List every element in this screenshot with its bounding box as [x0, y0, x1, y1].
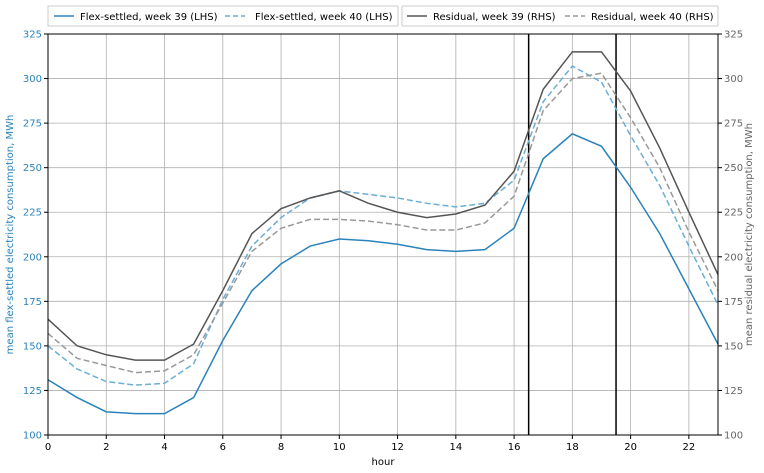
- x-tick-label: 4: [161, 442, 167, 453]
- x-tick-label: 0: [45, 442, 51, 453]
- y-left-tick-label: 325: [23, 30, 42, 41]
- left-y-axis: 100 125 150 175 200 225 250 275 300 325: [23, 30, 48, 442]
- legend-label-resid-wk40: Residual, week 40 (RHS): [591, 12, 714, 23]
- y-left-tick-label: 225: [23, 208, 42, 219]
- x-tick-label: 2: [103, 442, 109, 453]
- y-left-tick-label: 125: [23, 386, 42, 397]
- x-tick-label: 10: [333, 442, 346, 453]
- x-tick-label: 16: [508, 442, 521, 453]
- y-right-tick-label: 150: [724, 341, 743, 352]
- series-line-2: [47, 51, 719, 361]
- x-axis: 0 2 4 6 8 10 12 14 16 18 20 22: [45, 435, 695, 453]
- x-tick-label: 18: [566, 442, 579, 453]
- y-right-tick-label: 125: [724, 386, 743, 397]
- legend-label-flex-wk40: Flex-settled, week 40 (LHS): [255, 12, 393, 23]
- x-tick-label: 14: [449, 442, 462, 453]
- y-left-tick-label: 250: [23, 163, 42, 174]
- series-line-1: [47, 65, 719, 386]
- y-left-tick-label: 200: [23, 252, 42, 263]
- y-right-tick-label: 225: [724, 208, 743, 219]
- y-right-tick-label: 200: [724, 252, 743, 263]
- y-left-tick-label: 175: [23, 297, 42, 308]
- right-y-axis: 100 125 150 175 200 225 250 275 300 325: [718, 30, 743, 442]
- legend-label-resid-wk39: Residual, week 39 (RHS): [433, 12, 556, 23]
- x-tick-label: 8: [278, 442, 284, 453]
- x-tick-label: 22: [683, 442, 696, 453]
- series-line-3: [47, 72, 719, 374]
- y-right-tick-label: 250: [724, 163, 743, 174]
- legend-right: Residual, week 39 (RHS) Residual, week 4…: [401, 5, 719, 27]
- x-tick-label: 6: [220, 442, 226, 453]
- series-lines: [47, 51, 719, 415]
- x-tick-label: 20: [624, 442, 637, 453]
- legend-label-flex-wk39: Flex-settled, week 39 (LHS): [80, 12, 218, 23]
- y-right-tick-label: 325: [724, 30, 743, 41]
- y-left-tick-label: 300: [23, 74, 42, 85]
- y-left-tick-label: 100: [23, 431, 42, 442]
- y-right-tick-label: 100: [724, 431, 743, 442]
- y-right-tick-label: 300: [724, 74, 743, 85]
- right-y-axis-label: mean residual electricity consumption, M…: [744, 123, 755, 346]
- y-right-tick-label: 275: [724, 119, 743, 130]
- series-line-0: [47, 132, 719, 415]
- x-tick-label: 12: [391, 442, 404, 453]
- grid: [47, 33, 718, 436]
- plot-frame: [47, 33, 719, 436]
- y-left-tick-label: 150: [23, 341, 42, 352]
- y-left-tick-label: 275: [23, 119, 42, 130]
- reference-lines: [527, 34, 617, 435]
- y-right-tick-label: 175: [724, 297, 743, 308]
- x-axis-label: hour: [372, 457, 396, 468]
- left-y-axis-label: mean flex-settled electricity consumptio…: [5, 115, 16, 355]
- legend-left: Flex-settled, week 39 (LHS) Flex-settled…: [47, 5, 399, 27]
